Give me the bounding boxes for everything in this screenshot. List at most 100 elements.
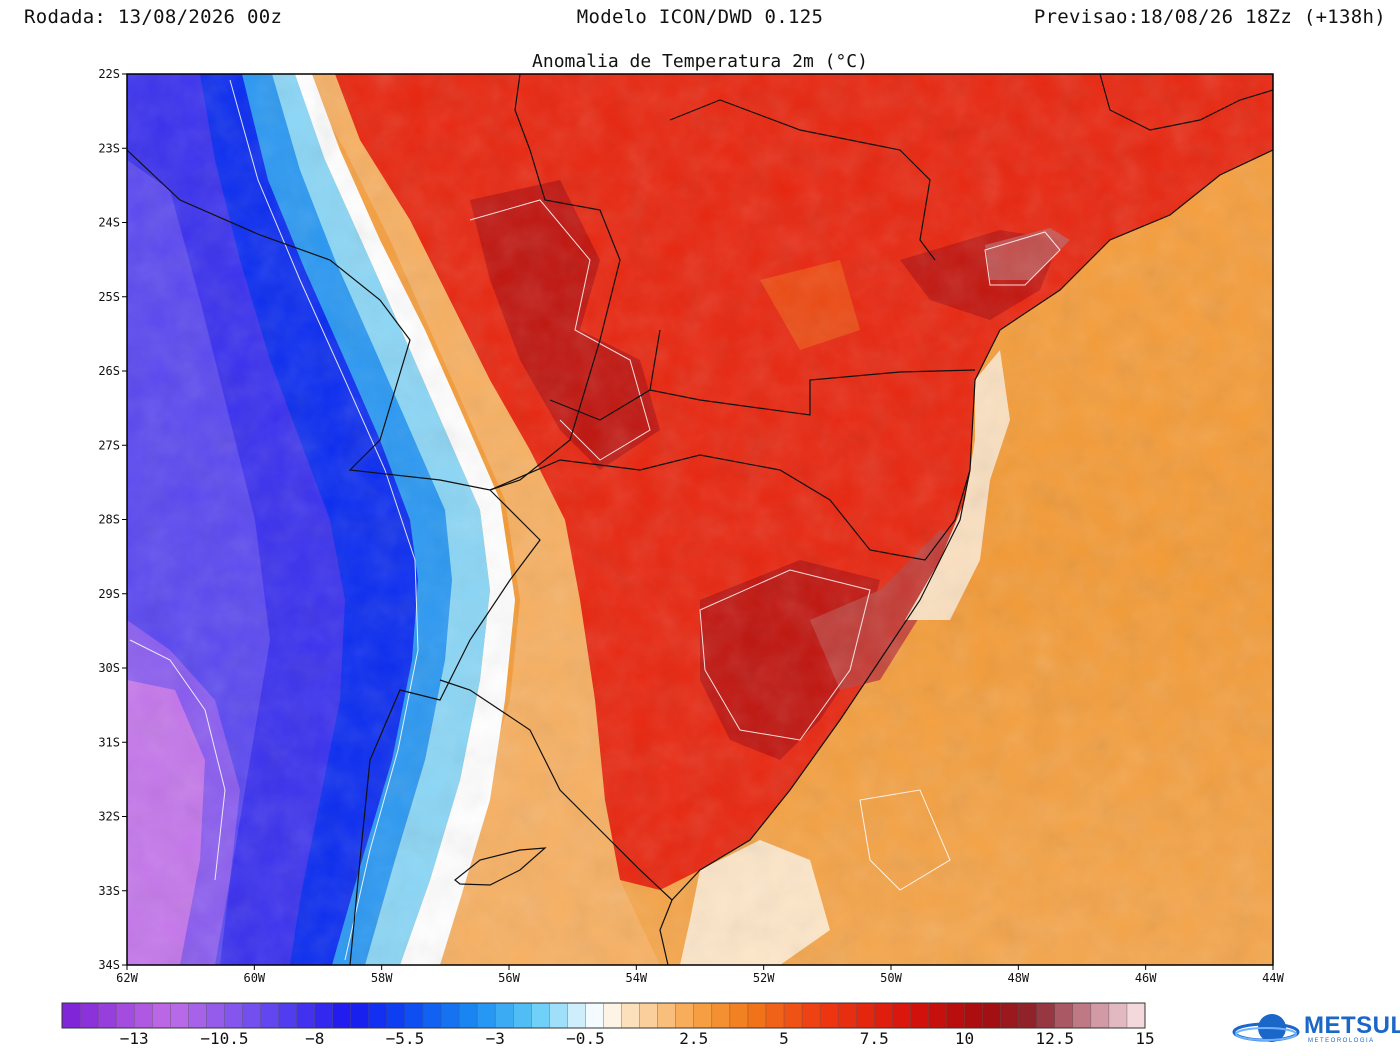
- colorbar-bin: [350, 1003, 370, 1028]
- colorbar-bin: [603, 1003, 622, 1028]
- colorbar-label: −13: [120, 1029, 149, 1048]
- colorbar-bin: [152, 1003, 171, 1028]
- colorbar-bin: [206, 1003, 225, 1028]
- lon-label: 58W: [371, 971, 393, 985]
- lat-label: 23S: [98, 141, 120, 155]
- lat-label: 24S: [98, 216, 120, 230]
- colorbar-bin: [513, 1003, 532, 1028]
- colorbar-bin: [368, 1003, 388, 1028]
- lat-label: 33S: [98, 884, 120, 898]
- lon-label: 60W: [243, 971, 265, 985]
- colorbar-bin: [1000, 1003, 1020, 1028]
- colorbar-bin: [892, 1003, 911, 1028]
- logo-subtext: METEOROLOGIA: [1308, 1038, 1375, 1044]
- colorbar-label: −0.5: [566, 1029, 605, 1048]
- colorbar-bin: [784, 1003, 803, 1028]
- colorbar-label: 10: [955, 1029, 974, 1048]
- colorbar-bin: [765, 1003, 785, 1028]
- logo-text: METSUL: [1304, 1012, 1400, 1039]
- colorbar-bin: [1072, 1003, 1092, 1028]
- colorbar-bin: [98, 1003, 117, 1028]
- run-time-label: Rodada: 13/08/2026 00z: [24, 6, 283, 28]
- colorbar-bin: [1126, 1003, 1146, 1028]
- colorbar-bin: [386, 1003, 406, 1028]
- colorbar-bin: [693, 1003, 713, 1028]
- colorbar-bin: [621, 1003, 640, 1028]
- lon-label: 52W: [753, 971, 775, 985]
- lat-label: 34S: [98, 958, 120, 972]
- model-label: Modelo ICON/DWD 0.125: [576, 6, 824, 28]
- colorbar-bin: [1054, 1003, 1074, 1028]
- lon-label: 56W: [498, 971, 520, 985]
- colorbar-bin: [477, 1003, 496, 1028]
- colorbar-bin: [116, 1003, 135, 1028]
- lat-label: 32S: [98, 810, 120, 824]
- colorbar-labels: −13 −10.5 −8 −5.5 −3 −0.5 2.5 5 7.5 10 12.5 15: [120, 1029, 1155, 1048]
- colorbar-bin: [1018, 1003, 1038, 1028]
- colorbar-bin: [910, 1003, 929, 1028]
- lat-label: 22S: [98, 67, 120, 81]
- lat-label: 31S: [98, 735, 120, 749]
- lon-label: 46W: [1135, 971, 1157, 985]
- colorbar-bin: [170, 1003, 189, 1028]
- colorbar-label: 15: [1135, 1029, 1154, 1048]
- colorbar-bin: [134, 1003, 153, 1028]
- colorbar-bin: [982, 1003, 1001, 1028]
- colorbar-bin: [657, 1003, 677, 1028]
- colorbar-bin: [802, 1003, 821, 1028]
- colorbar-bin: [567, 1003, 586, 1028]
- colorbar-bin: [62, 1003, 81, 1028]
- colorbar-bin: [404, 1003, 424, 1028]
- colorbar-bin: [838, 1003, 857, 1028]
- lat-label: 27S: [98, 438, 120, 452]
- colorbar-bin: [495, 1003, 514, 1028]
- colorbar-bin: [1108, 1003, 1128, 1028]
- forecast-time-label: Previsao:18/08/26 18Zz (+138h): [1033, 6, 1386, 28]
- colorbar-label: −8: [305, 1029, 324, 1048]
- lon-label: 48W: [1007, 971, 1029, 985]
- colorbar-bin: [459, 1003, 478, 1028]
- colorbar-bin: [332, 1003, 352, 1028]
- lon-label: 44W: [1262, 971, 1284, 985]
- colorbar-bin: [675, 1003, 695, 1028]
- colorbar-bin: [874, 1003, 893, 1028]
- lat-label: 29S: [98, 587, 120, 601]
- colorbar-bin: [1090, 1003, 1110, 1028]
- colorbar-bin: [242, 1003, 261, 1028]
- globe-icon: [1232, 1014, 1300, 1042]
- colorbar-bin: [224, 1003, 243, 1028]
- colorbar-bin: [296, 1003, 316, 1028]
- colorbar-bin: [441, 1003, 460, 1028]
- colorbar-bin: [820, 1003, 839, 1028]
- colorbar-bin: [188, 1003, 207, 1028]
- colorbar-bin: [278, 1003, 298, 1028]
- latitude-axis: 22S 23S 24S 25S 26S 27S 28S 29S 30S 31S 32S 33S 34S: [98, 67, 127, 972]
- colorbar-bin: [964, 1003, 983, 1028]
- lon-label: 50W: [880, 971, 902, 985]
- lon-label: 62W: [116, 971, 138, 985]
- colorbar-bin: [856, 1003, 875, 1028]
- colorbar-label: −5.5: [386, 1029, 425, 1048]
- lat-label: 30S: [98, 661, 120, 675]
- colorbar-bin: [747, 1003, 767, 1028]
- colorbar-bin: [729, 1003, 749, 1028]
- colorbar-label: 7.5: [860, 1029, 889, 1048]
- lat-label: 25S: [98, 290, 120, 304]
- colorbar-bin: [80, 1003, 99, 1028]
- colorbar-bin: [639, 1003, 659, 1028]
- colorbar-bin: [260, 1003, 279, 1028]
- lon-label: 54W: [625, 971, 647, 985]
- colorbar-label: −3: [486, 1029, 505, 1048]
- colorbar-bin: [423, 1003, 442, 1028]
- colorbar-bin: [711, 1003, 731, 1028]
- colorbar-bin: [531, 1003, 550, 1028]
- colorbar-bin: [585, 1003, 604, 1028]
- colorbar-bin: [928, 1003, 947, 1028]
- colorbar-bin: [549, 1003, 568, 1028]
- anomaly-field: [127, 74, 1273, 965]
- colorbar-bin: [946, 1003, 965, 1028]
- colorbar-label: 2.5: [679, 1029, 708, 1048]
- longitude-axis: 62W 60W 58W 56W 54W 52W 50W 48W 46W 44W: [116, 965, 1285, 985]
- lat-label: 28S: [98, 513, 120, 527]
- metsul-logo: METSUL METEOROLOGIA: [1232, 1008, 1400, 1052]
